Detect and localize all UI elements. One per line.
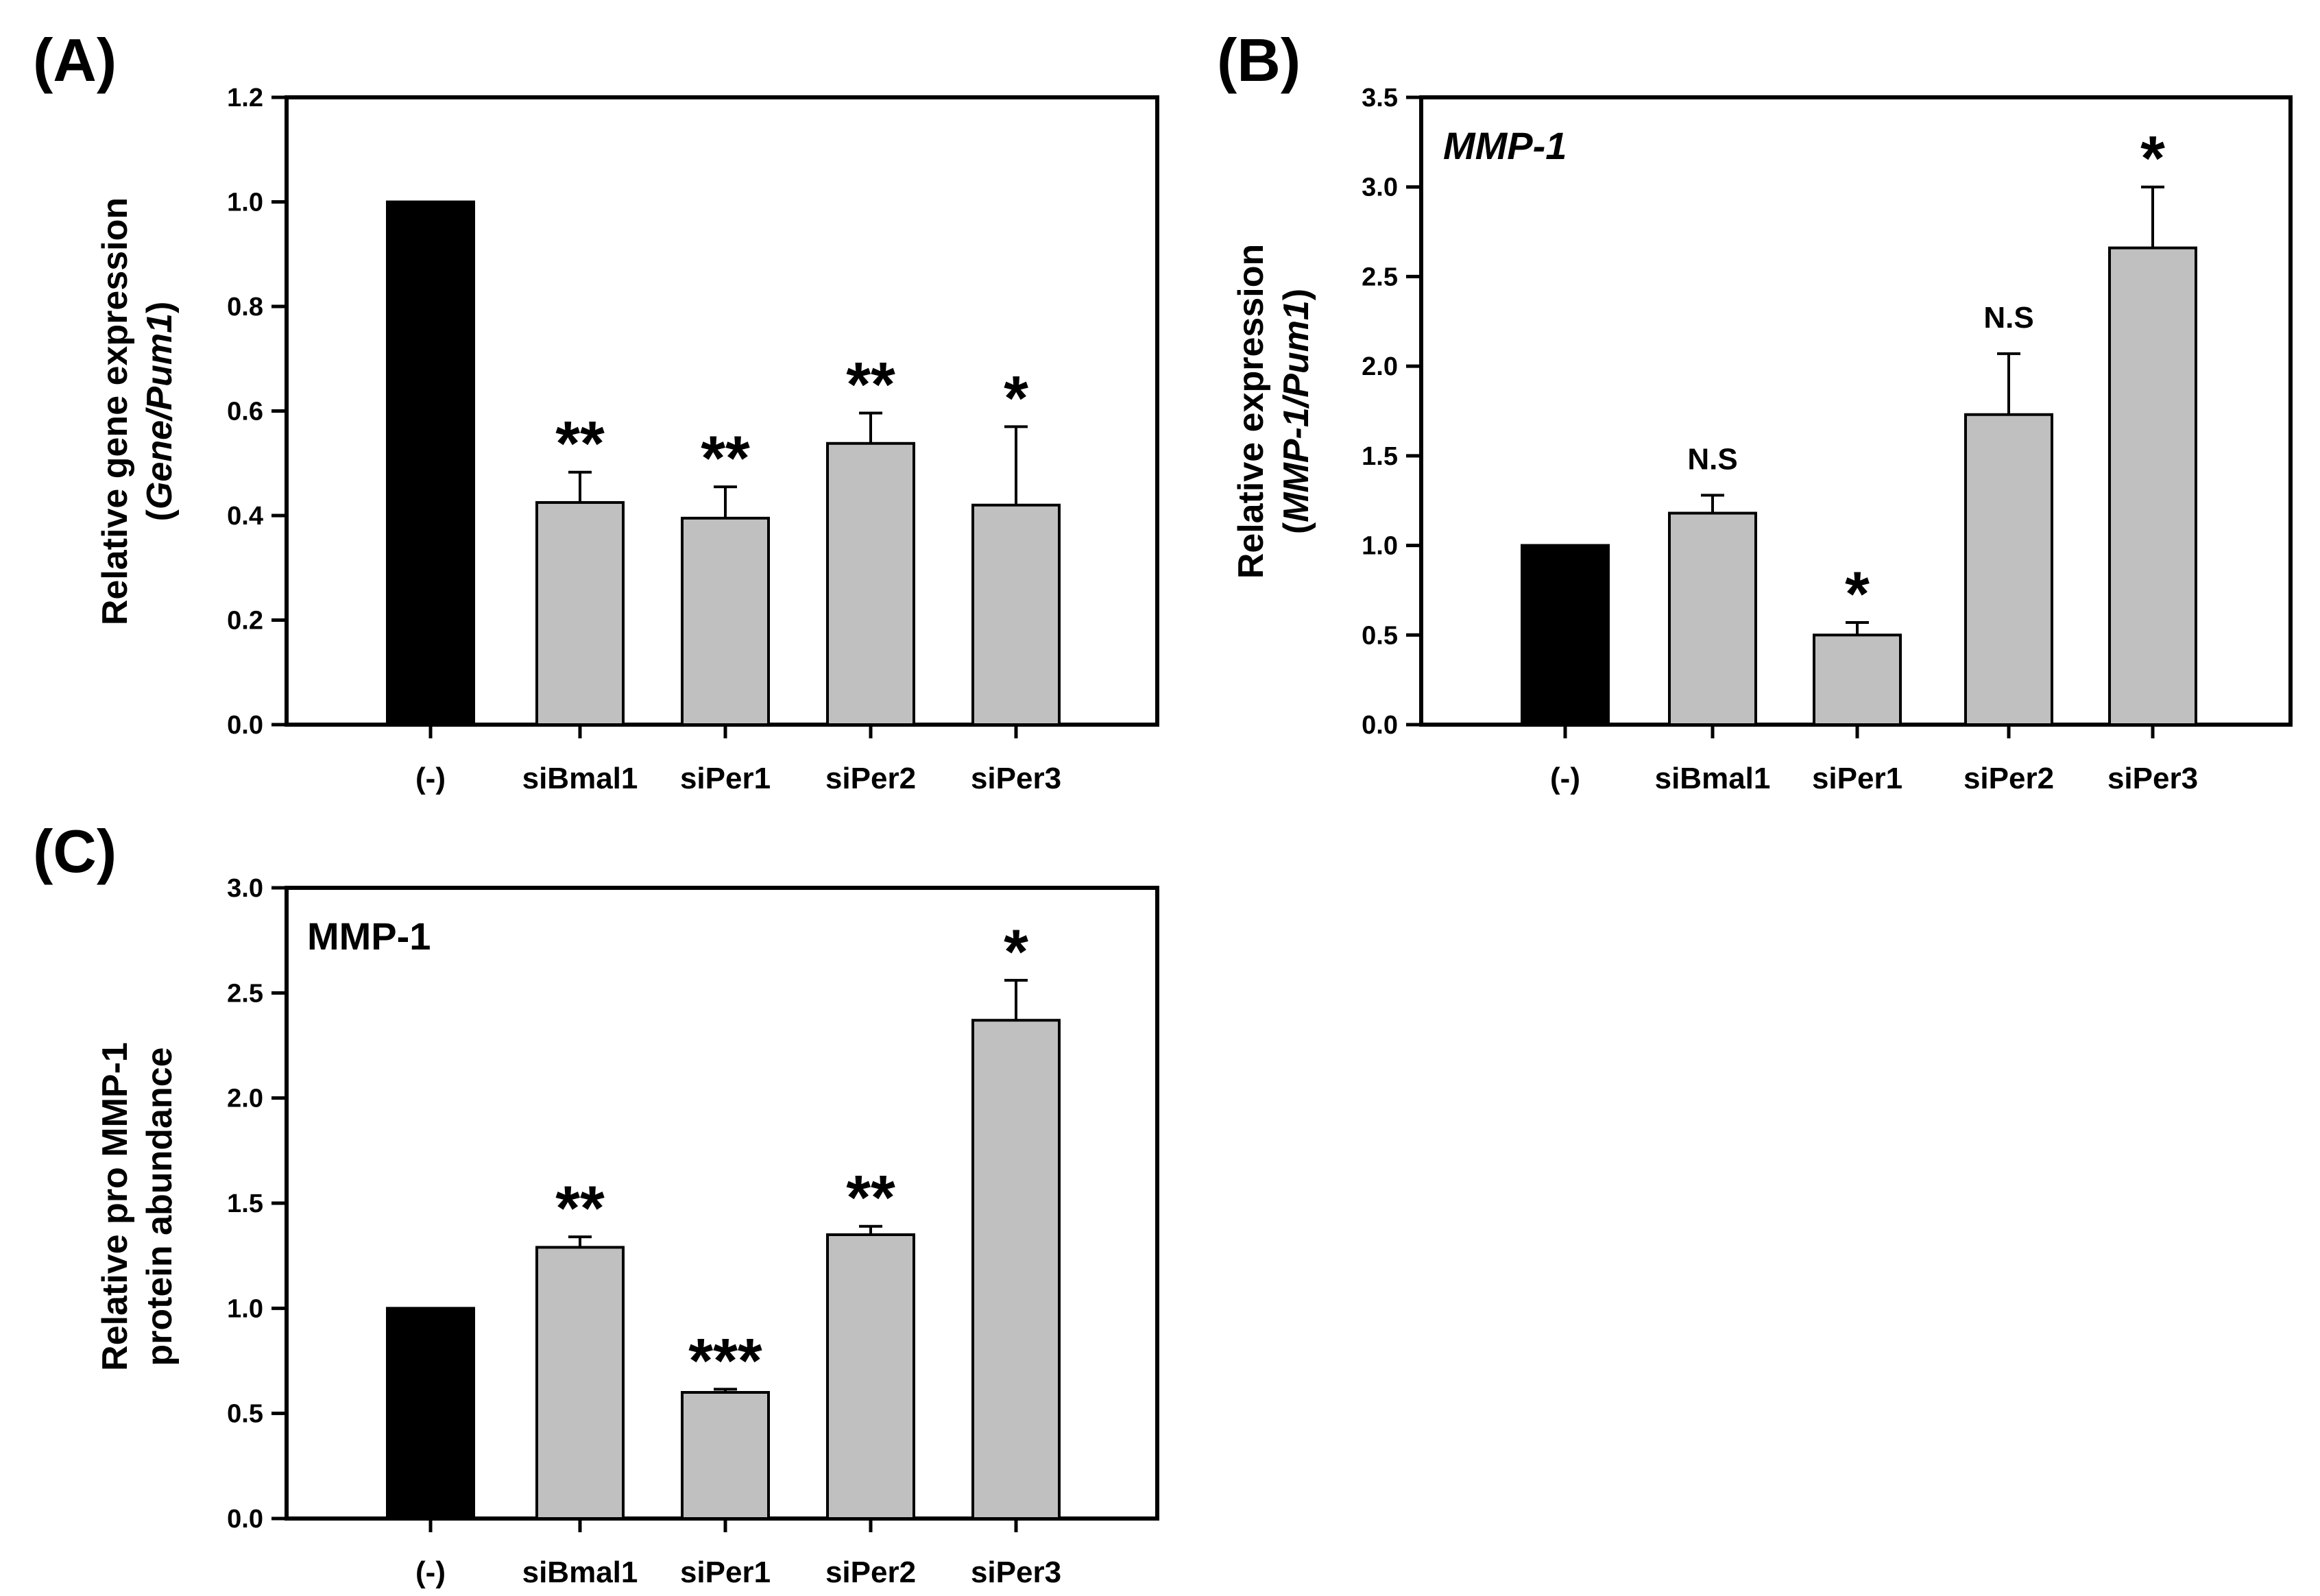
panel-b-category-label: siPer2 [1963, 762, 2054, 795]
panel-a-ytick-label: 0.8 [227, 293, 263, 322]
panel-c-significance-label: ** [555, 1174, 605, 1244]
panel-a-ytick-label: 0.6 [227, 398, 263, 426]
panel-c: (C) 0.00.51.01.52.02.53.0 ******** (-) si… [33, 817, 1159, 1589]
panel-b-significance-label: N.S [1687, 442, 1737, 476]
panel-b-letter: (B) [1217, 26, 1301, 94]
panel-b-category-label: siPer1 [1812, 762, 1902, 795]
panel-a-ylabel-line-1: Relative gene expression [95, 197, 135, 625]
panel-a-ytick-label: 1.2 [227, 84, 263, 112]
panel-b-category-label: siPer3 [2107, 762, 2198, 795]
panel-c-significance-label: *** [688, 1326, 762, 1396]
panel-b-x-axis: (-) siBmal1 siPer1 siPer2 siPer3 [1550, 762, 2198, 795]
panel-a-bar [826, 442, 915, 727]
panel-c-ylabel-line-2: protein abundance [140, 1047, 180, 1366]
panel-b: (B) 0.0 0.5 1.0 1.5 2.0 2.5 3.0 3.5 N.S * N.S * (-… [1217, 26, 2293, 795]
panel-c-bar [681, 1391, 770, 1520]
panel-a-letter: (A) [33, 26, 117, 94]
panel-c-x-axis: (-) siBmal1 siPer1 siPer2 siPer3 [415, 1556, 1061, 1589]
panel-a-bar [681, 516, 770, 726]
panel-b-ytick-label: 1.5 [1362, 442, 1398, 471]
panel-c-category-label: siPer3 [971, 1556, 1061, 1589]
panel-c-ytick-label: 2.5 [227, 979, 263, 1008]
panel-b-category-label: siBmal1 [1655, 762, 1771, 795]
panel-a-significance-label: ** [846, 350, 895, 420]
panel-a-significance-label: * [1004, 363, 1028, 433]
panel-b-ytick-label: 2.5 [1362, 263, 1398, 291]
panel-c-category-label: siPer1 [680, 1556, 771, 1589]
panel-b-bar [1668, 511, 1757, 726]
panel-a-x-axis: (-) siBmal1 siPer1 siPer2 siPer3 [415, 762, 1061, 795]
panel-b-bar [1521, 544, 1610, 726]
panel-c-bar [535, 1246, 625, 1521]
panel-a-category-label: siPer3 [971, 762, 1061, 795]
panel-a-ylabel-line-2: (Gene/Pum1) [140, 302, 180, 522]
panel-c-ytick-label: 3.0 [227, 874, 263, 903]
panel-b-category-label: (-) [1550, 762, 1580, 795]
panel-b-ytick-label: 3.0 [1362, 173, 1398, 202]
panel-c-category-label: siPer2 [825, 1556, 916, 1589]
panel-a-category-label: siPer1 [680, 762, 771, 795]
panel-c-ytick-label: 0.0 [227, 1505, 263, 1534]
panel-c-inset-label: MMP-1 [307, 915, 431, 958]
panel-b-bars: N.S * N.S * [1521, 124, 2197, 738]
panel-c-letter: (C) [33, 817, 117, 885]
panel-c-bar [826, 1233, 915, 1520]
panel-a-category-label: siPer2 [825, 762, 916, 795]
panel-a-ytick-label: 1.0 [227, 189, 263, 217]
panel-a-bar [971, 503, 1061, 726]
panel-c-bars: ******** [386, 917, 1061, 1532]
panel-b-y-axis: 0.0 0.5 1.0 1.5 2.0 2.5 3.0 3.5 [1362, 84, 1421, 740]
panel-b-ylabel-line-1: Relative expression [1231, 244, 1271, 579]
panel-a-bars: ** **** * [386, 200, 1061, 738]
panel-c-significance-label: * [1004, 917, 1028, 987]
panel-a-ytick-label: 0.2 [227, 607, 263, 636]
panel-b-significance-label: N.S [1983, 301, 2033, 335]
panel-c-ytick-label: 0.5 [227, 1400, 263, 1429]
panel-c-ytick-label: 1.5 [227, 1189, 263, 1218]
panel-c-ytick-label: 1.0 [227, 1294, 263, 1323]
panel-b-bar [1813, 633, 1902, 726]
panel-c-ytick-label: 2.0 [227, 1085, 263, 1113]
panel-a-category-label: siBmal1 [522, 762, 638, 795]
panel-b-significance-label: * [1845, 559, 1870, 629]
panel-c-bar [971, 1019, 1061, 1520]
panel-a-y-axis: 0.0 0.2 0.4 0.6 0.8 1.0 1.2 [227, 84, 287, 740]
panel-b-ylabel-line-2: (MMP-1/Pum1) [1277, 289, 1316, 534]
panel-a-bar [386, 200, 475, 726]
panel-c-category-label: (-) [415, 1556, 446, 1589]
panel-b-bar [2108, 246, 2197, 727]
panel-a-ytick-label: 0.4 [227, 502, 263, 531]
panel-a-significance-label: ** [555, 409, 605, 479]
panel-c-significance-label: ** [846, 1163, 895, 1233]
panel-c-bar [386, 1307, 475, 1521]
panel-b-inset-label: MMP-1 [1443, 124, 1567, 167]
panel-c-y-axis: 0.0 0.5 1.0 1.5 2.0 2.5 3.0 [227, 874, 287, 1534]
panel-a-ytick-label: 0.0 [227, 711, 263, 740]
panel-b-ytick-label: 2.0 [1362, 352, 1398, 381]
panel-b-ytick-label: 0.0 [1362, 711, 1398, 740]
panel-b-ytick-label: 0.5 [1362, 621, 1398, 650]
panel-c-ylabel-line-1: Relative pro MMP-1 [95, 1042, 135, 1371]
panel-b-ytick-label: 3.5 [1362, 84, 1398, 112]
panel-b-bar [1964, 413, 2053, 726]
panel-b-significance-label: * [2140, 124, 2165, 194]
panel-a: (A) 0.00.20.40.60.81.01.2 ** **** * (-) siB… [33, 26, 1159, 795]
panel-a-category-label: (-) [415, 762, 446, 795]
panel-c-category-label: siBmal1 [522, 1556, 638, 1589]
panel-b-ytick-label: 1.0 [1362, 532, 1398, 561]
panel-a-bar [535, 500, 625, 726]
panel-a-significance-label: ** [701, 424, 750, 494]
